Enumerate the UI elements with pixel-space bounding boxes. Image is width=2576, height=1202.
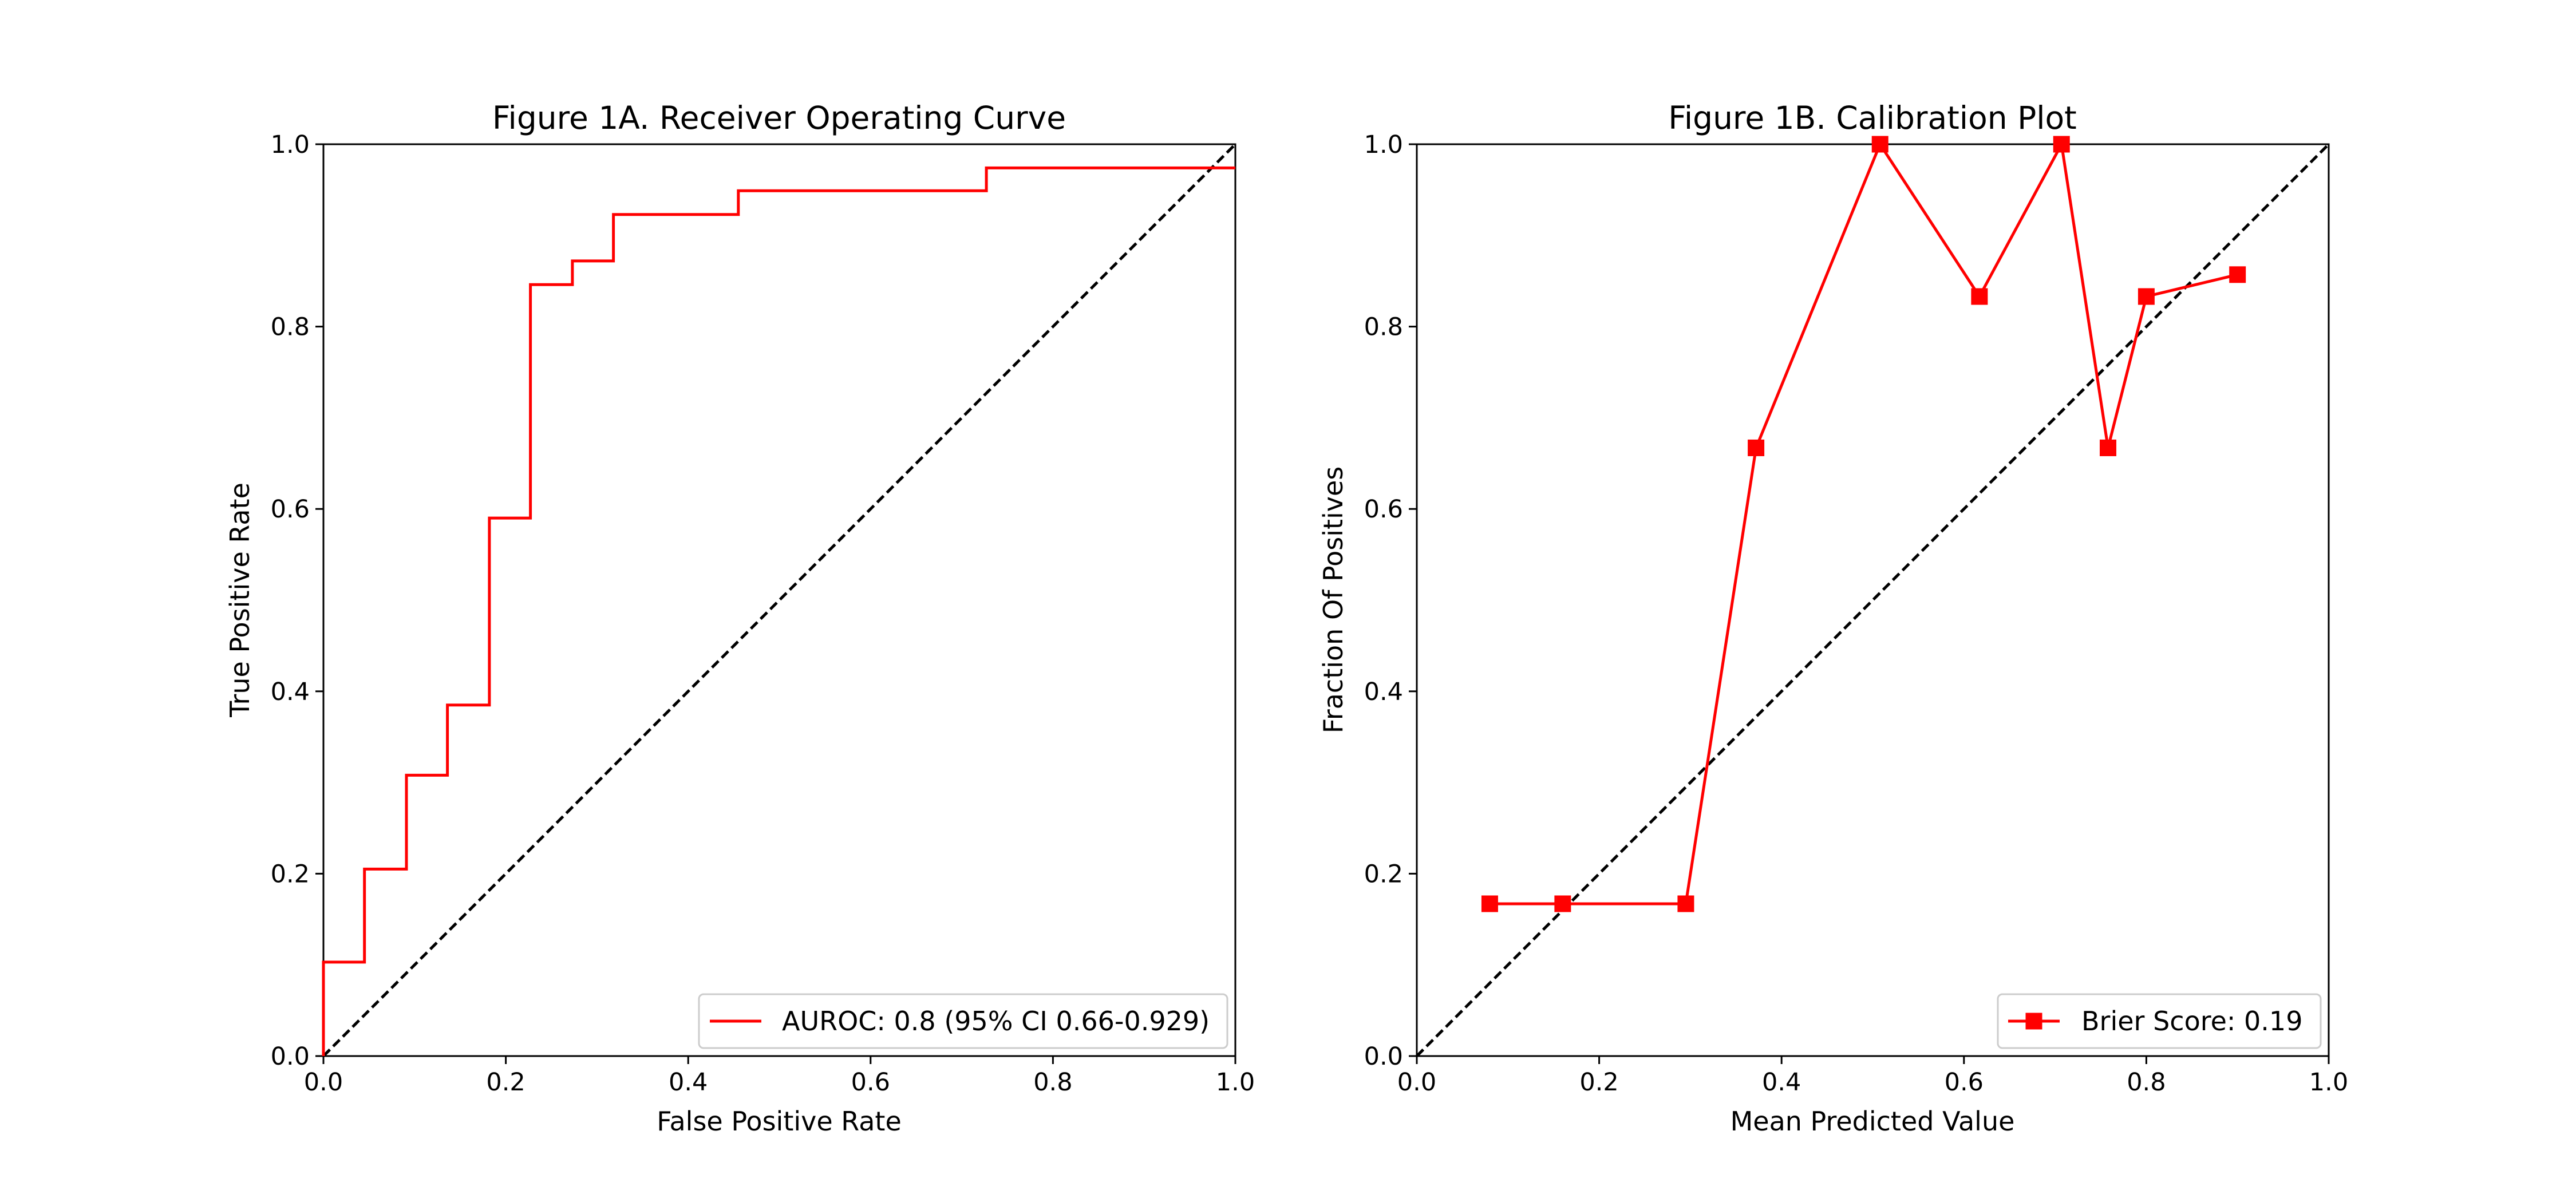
roc-legend: AUROC: 0.8 (95% CI 0.66-0.929) (698, 993, 1228, 1049)
calibration-y-axis-label: Fraction Of Positives (1318, 466, 1349, 734)
calibration-x-ticks: 0.0 0.2 0.4 0.6 0.8 1.0 (1397, 1056, 2348, 1097)
calibration-y-tick-label: 0.0 (1364, 1042, 1403, 1071)
roc-title: Figure 1A. Receiver Operating Curve (492, 100, 1066, 136)
calibration-panel: Figure 1B. Calibration Plot Mean Predict… (1318, 100, 2348, 1137)
calibration-data-point (2053, 136, 2070, 153)
calibration-title: Figure 1B. Calibration Plot (1668, 100, 2077, 136)
calibration-data-point (1677, 895, 1694, 912)
roc-series (322, 166, 1235, 1056)
roc-x-tick-label: 0.0 (304, 1068, 343, 1097)
roc-plot-frame (322, 143, 1236, 1057)
calibration-x-tick-label: 0.2 (1579, 1068, 1618, 1097)
calibration-x-tick-label: 1.0 (2309, 1068, 2348, 1097)
roc-x-tick-label: 0.4 (669, 1068, 708, 1097)
roc-x-tick-label: 0.8 (1033, 1068, 1072, 1097)
calibration-y-ticks: 0.0 0.2 0.4 0.6 0.8 1.0 (1364, 131, 1417, 1071)
calibration-legend: Brier Score: 0.19 (1997, 993, 2322, 1049)
calibration-y-tick-label: 0.2 (1364, 860, 1403, 888)
roc-x-tick-label: 0.6 (851, 1068, 890, 1097)
roc-y-tick-label: 0.4 (271, 678, 310, 706)
calibration-legend-marker (2025, 1013, 2042, 1030)
calibration-data-point (1554, 895, 1571, 912)
roc-panel: Figure 1A. Receiver Operating Curve Fals… (224, 100, 1255, 1137)
calibration-legend-box (1997, 993, 2322, 1049)
roc-series-line (322, 166, 1235, 1056)
calibration-data-point (1971, 288, 1988, 305)
calibration-series (1481, 136, 2246, 912)
calibration-data-point (2099, 439, 2116, 456)
roc-legend-label: AUROC: 0.8 (95% CI 0.66-0.929) (782, 1006, 1210, 1037)
roc-y-axis-label: True Positive Rate (224, 483, 255, 718)
roc-y-tick-label: 0.2 (271, 860, 310, 888)
calibration-y-tick-label: 0.8 (1364, 313, 1403, 342)
calibration-x-tick-label: 0.8 (2127, 1068, 2166, 1097)
calibration-data-point (2229, 266, 2246, 283)
roc-chance-line (322, 143, 1236, 1057)
calibration-y-tick-label: 0.4 (1364, 678, 1403, 706)
calibration-y-tick-label: 0.6 (1364, 495, 1403, 524)
calibration-series-line (1490, 140, 2238, 906)
roc-y-tick-label: 0.0 (271, 1042, 310, 1071)
roc-x-ticks: 0.0 0.2 0.4 0.6 0.8 1.0 (304, 1056, 1255, 1097)
roc-legend-box (698, 993, 1228, 1049)
roc-x-tick-label: 1.0 (1216, 1068, 1255, 1097)
roc-y-tick-label: 1.0 (271, 131, 310, 159)
calibration-x-tick-label: 0.6 (1945, 1068, 1984, 1097)
calibration-x-tick-label: 0.4 (1762, 1068, 1801, 1097)
calibration-data-point (1481, 895, 1498, 912)
roc-y-tick-label: 0.8 (271, 313, 310, 342)
calibration-data-point (1871, 136, 1888, 153)
calibration-data-point (1748, 439, 1765, 456)
roc-x-tick-label: 0.2 (486, 1068, 525, 1097)
roc-y-tick-label: 0.6 (271, 495, 310, 524)
calibration-data-point (2138, 288, 2155, 305)
calibration-x-axis-label: Mean Predicted Value (1730, 1106, 2015, 1137)
calibration-x-tick-label: 0.0 (1397, 1068, 1436, 1097)
calibration-legend-label: Brier Score: 0.19 (2081, 1006, 2302, 1037)
roc-x-axis-label: False Positive Rate (657, 1106, 902, 1137)
roc-y-ticks: 0.0 0.2 0.4 0.6 0.8 1.0 (271, 131, 323, 1071)
calibration-y-tick-label: 1.0 (1364, 131, 1403, 159)
